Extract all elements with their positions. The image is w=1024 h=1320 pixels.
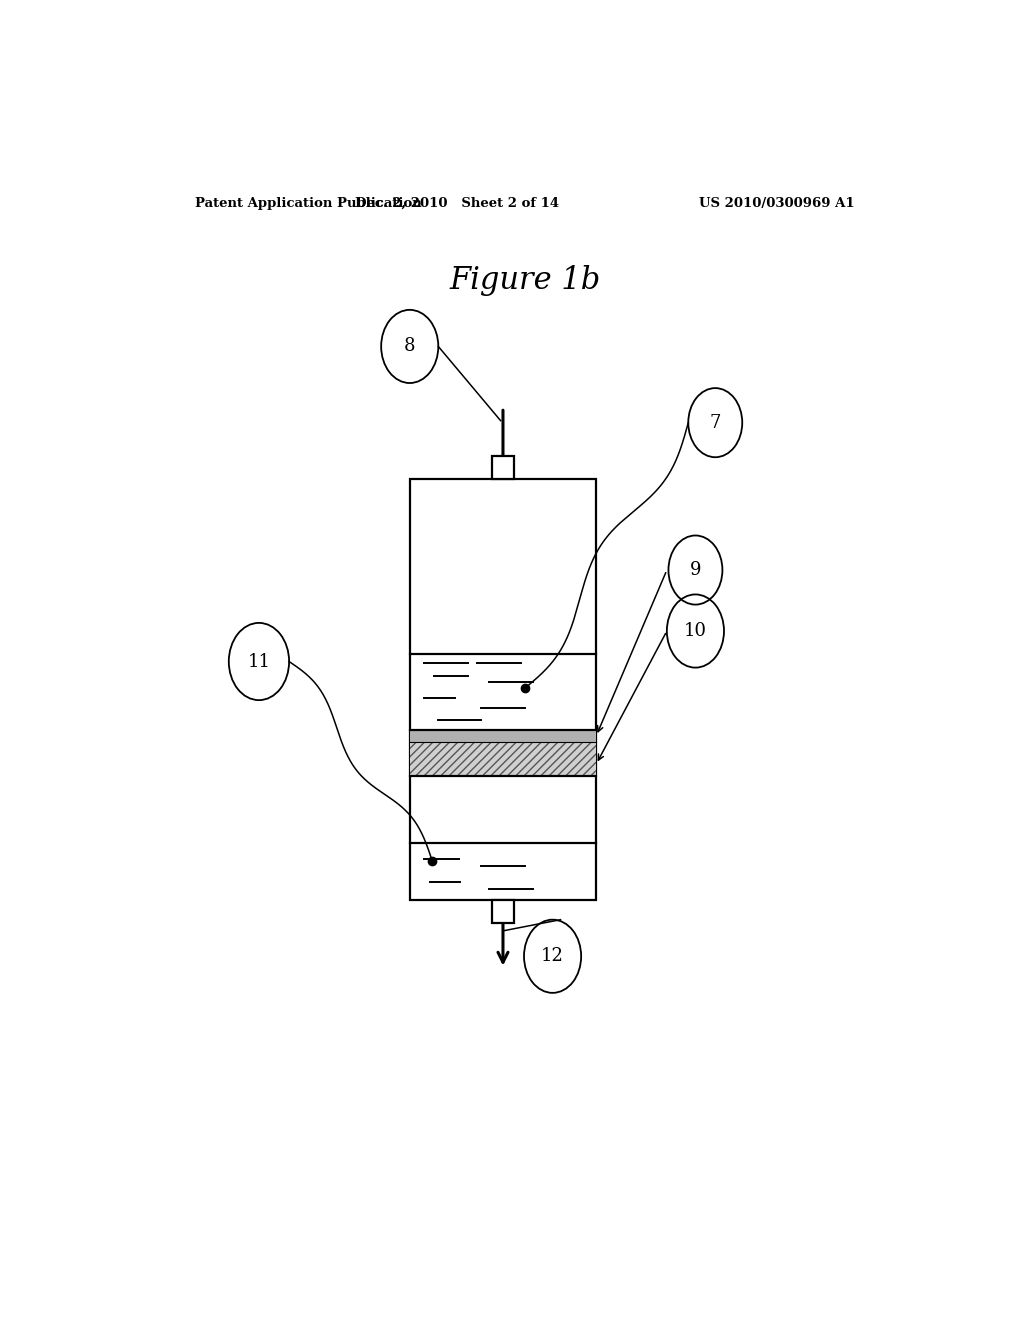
Text: US 2010/0300969 A1: US 2010/0300969 A1 [698,197,854,210]
Bar [410,479,596,900]
Text: Dec. 2, 2010   Sheet 2 of 14: Dec. 2, 2010 Sheet 2 of 14 [355,197,559,210]
Bar [410,730,596,742]
Text: 10: 10 [684,622,707,640]
Text: 7: 7 [710,413,721,432]
Bar [410,742,596,776]
Text: 8: 8 [404,338,416,355]
Text: 12: 12 [541,948,564,965]
Text: Figure 1b: Figure 1b [450,265,600,296]
Bar [492,900,514,923]
Text: 11: 11 [248,652,270,671]
Text: Patent Application Publication: Patent Application Publication [196,197,422,210]
Bar [492,457,514,479]
Text: 9: 9 [690,561,701,579]
